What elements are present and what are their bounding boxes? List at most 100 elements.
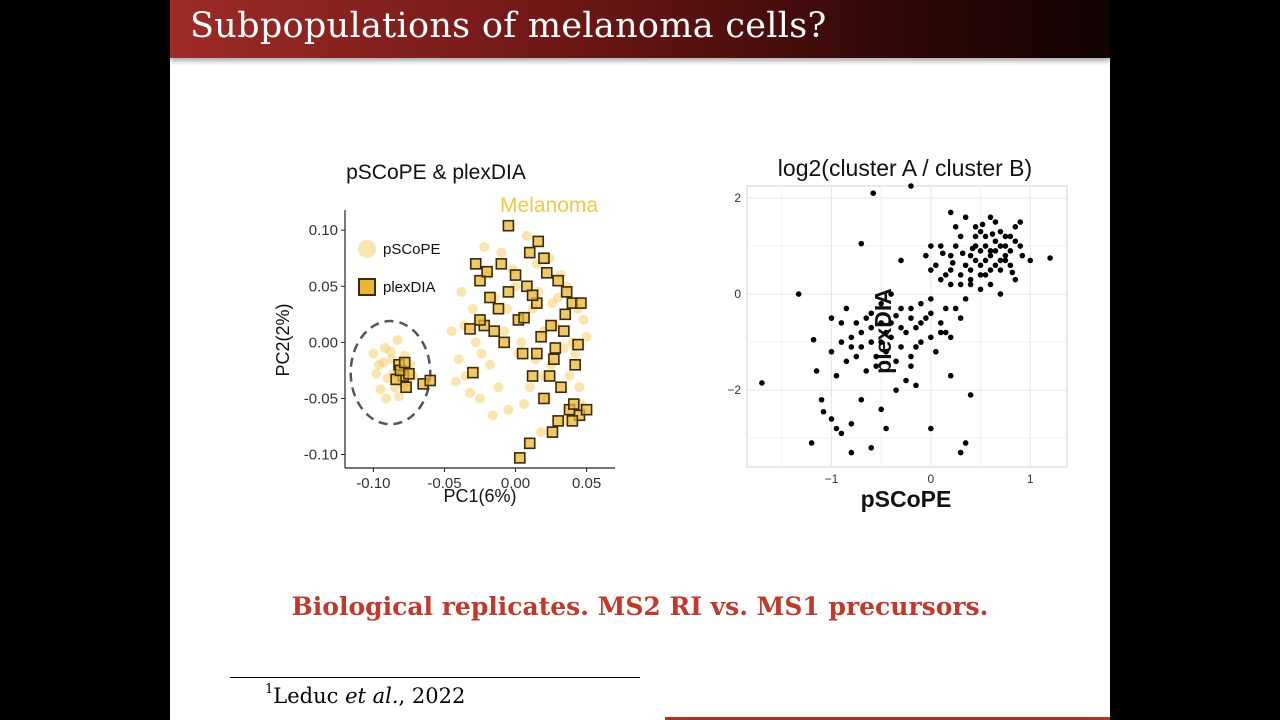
pscope-point	[581, 331, 592, 342]
data-point	[828, 315, 835, 321]
data-point	[908, 353, 914, 360]
plexdia-point	[469, 258, 482, 270]
plexdia-point	[518, 311, 530, 324]
data-point	[759, 380, 765, 386]
data-point	[957, 233, 964, 240]
data-point	[1009, 269, 1016, 276]
data-point	[898, 344, 904, 350]
y-tick-label: 2	[734, 191, 741, 205]
data-point	[928, 334, 934, 341]
footnote-marker: 1	[265, 682, 274, 697]
data-point	[878, 300, 884, 307]
plexdia-point	[509, 269, 522, 281]
x-tick-label: 1	[1027, 472, 1034, 486]
pscope-point	[574, 382, 585, 393]
data-point	[898, 324, 904, 331]
data-point	[987, 281, 994, 288]
x-tick-label: 0.05	[572, 475, 601, 492]
data-point	[848, 420, 855, 427]
plexdia-point	[558, 325, 570, 337]
data-point	[1012, 238, 1019, 245]
pscope-point	[470, 337, 481, 348]
data-point	[1002, 243, 1009, 249]
plexdia-point	[552, 415, 564, 427]
pscope-point	[578, 314, 589, 325]
slide: Subpopulations of melanoma cells? pSCoPE…	[170, 0, 1110, 720]
data-point	[808, 440, 815, 446]
data-point	[987, 248, 994, 254]
pscope-point	[503, 404, 514, 415]
plexdia-point	[484, 291, 496, 304]
footnote: 1Leduc et al., 2022	[265, 682, 465, 708]
data-point	[903, 377, 909, 384]
data-point	[868, 324, 875, 331]
data-point	[939, 250, 946, 257]
data-point	[962, 440, 969, 446]
plexdia-point	[545, 319, 557, 332]
plexdia-point	[398, 356, 411, 369]
data-point	[942, 305, 949, 312]
data-point	[928, 296, 934, 302]
plexdia-point	[567, 398, 580, 410]
plexdia-point	[566, 415, 579, 427]
slide-title: Subpopulations of melanoma cells?	[190, 6, 827, 46]
plexdia-point	[467, 366, 479, 379]
plexdia-point	[502, 286, 515, 298]
data-point	[947, 372, 954, 379]
data-point	[1002, 252, 1009, 259]
pscope-point	[536, 427, 547, 438]
data-point	[928, 310, 934, 317]
data-point	[913, 324, 919, 331]
plexdia-point	[424, 374, 437, 387]
data-point	[810, 336, 817, 343]
data-point	[858, 240, 865, 247]
data-point	[918, 339, 924, 345]
x-axis-label: pSCoPE	[861, 486, 952, 512]
plexdia-point	[540, 267, 553, 279]
data-point	[967, 267, 974, 273]
data-point	[863, 315, 870, 321]
data-point	[947, 281, 954, 288]
data-point	[820, 408, 827, 415]
pscope-point	[453, 354, 464, 365]
plexdia-point	[548, 353, 560, 365]
data-point	[868, 339, 875, 345]
plexdia-point	[481, 265, 493, 278]
pscope-point	[467, 303, 478, 314]
plexdia-point	[538, 392, 550, 405]
data-point	[957, 315, 964, 321]
data-point	[833, 372, 840, 379]
pscope-point	[368, 348, 379, 359]
y-tick-label: -0.05	[304, 390, 338, 407]
pscope-point	[493, 382, 504, 393]
pscope-point	[475, 393, 485, 404]
x-tick-label: 0	[928, 472, 935, 486]
data-point	[828, 348, 835, 355]
data-point	[913, 382, 919, 389]
data-point	[870, 190, 877, 197]
plexdia-point	[580, 403, 593, 416]
title-bar: Subpopulations of melanoma cells?	[170, 0, 1110, 58]
data-point	[947, 209, 954, 216]
y-axis-label: plexDIA	[870, 288, 896, 374]
data-point	[992, 238, 999, 245]
data-point	[1007, 262, 1014, 269]
data-point	[977, 248, 984, 254]
pscope-point	[558, 342, 569, 353]
data-point	[873, 363, 879, 369]
pscope-point	[381, 393, 392, 404]
pscope-point	[456, 286, 467, 297]
plexdia-point	[498, 336, 510, 349]
x-tick-label: 0.00	[501, 475, 530, 492]
data-point	[987, 214, 994, 221]
data-point	[1007, 248, 1014, 254]
data-point	[972, 224, 979, 230]
data-point	[977, 228, 984, 235]
data-point	[952, 224, 959, 230]
pscope-point	[382, 373, 393, 384]
pscope-point	[450, 376, 461, 387]
data-point	[903, 329, 909, 336]
data-point	[838, 320, 845, 326]
pscope-point	[519, 399, 530, 410]
y-tick-label: −2	[727, 383, 741, 397]
